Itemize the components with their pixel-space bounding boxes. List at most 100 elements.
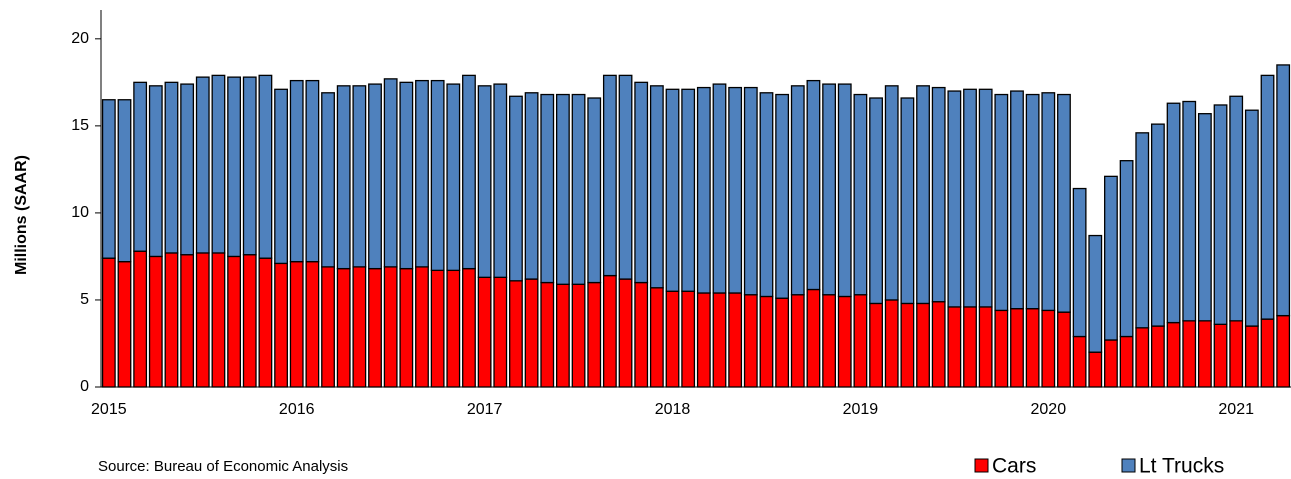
bar-segment (602, 274, 617, 388)
bar-segment (524, 92, 539, 280)
bar-segment (540, 93, 555, 284)
bar-segment (1104, 339, 1118, 388)
bar-segment (618, 74, 633, 280)
bar-segment (1010, 308, 1024, 388)
legend-label: Lt Trucks (1139, 455, 1224, 478)
bar-segment (477, 85, 492, 278)
legend-swatch (974, 458, 989, 473)
bar-segment (931, 301, 946, 388)
bar-segment (696, 292, 711, 388)
bar-segment (853, 93, 868, 296)
bar-segment (1182, 100, 1197, 322)
bar-segment (618, 278, 633, 388)
bar-segment (1150, 325, 1165, 388)
bar-segment (352, 85, 367, 268)
bar-segment (289, 79, 304, 263)
bar-segment (743, 86, 758, 296)
bar-segment (916, 302, 930, 388)
bar-segment (963, 88, 977, 308)
bar-segment (1025, 93, 1040, 310)
bar-segment (1010, 90, 1024, 310)
bar-segment (1119, 160, 1134, 338)
bar-segment (164, 252, 179, 388)
bar-segment (822, 294, 837, 388)
x-tick-label: 2020 (1031, 401, 1067, 418)
bar-segment (336, 85, 351, 270)
y-tick-label: 20 (71, 30, 89, 47)
bar-segment (258, 74, 273, 259)
bar-segment (947, 306, 962, 388)
bar-segment (743, 294, 758, 388)
bar-segment (1166, 321, 1181, 388)
bar-segment (368, 83, 382, 270)
bar-segment (195, 252, 210, 388)
bar-segment (790, 294, 805, 388)
bar-segment (555, 93, 570, 285)
bar-segment (916, 85, 930, 305)
bar-segment (1276, 314, 1291, 388)
source-note: Source: Bureau of Economic Analysis (98, 458, 348, 475)
bar-segment (1041, 309, 1056, 388)
bar-segment (195, 76, 210, 254)
bar-segment (1213, 323, 1228, 388)
bar-segment (1197, 113, 1212, 322)
bar-segment (853, 294, 868, 388)
bar-segment (696, 86, 711, 294)
bar-segment (978, 88, 993, 308)
bar-segment (415, 266, 429, 388)
bar-segment (681, 88, 696, 292)
bar-segment (430, 79, 445, 272)
bar-segment (462, 267, 476, 388)
bar-segment (649, 85, 664, 289)
bar-segment (133, 250, 148, 388)
bar-segment (884, 299, 899, 388)
y-tick-label: 15 (71, 117, 89, 134)
bar-segment (211, 252, 226, 388)
bar-segment (571, 93, 586, 285)
bar-segment (274, 262, 288, 388)
bar-segment (305, 79, 320, 263)
bar-segment (1182, 320, 1197, 388)
bar-segment (963, 306, 977, 388)
legend-label: Cars (992, 455, 1036, 478)
bar-segment (900, 302, 915, 388)
bar-segment (1197, 320, 1212, 388)
bar-segment (649, 287, 664, 388)
bar-segment (446, 83, 461, 272)
bar-segment (524, 278, 539, 388)
bar-segment (242, 254, 257, 388)
bar-segment (1135, 132, 1150, 329)
x-tick-label: 2021 (1218, 401, 1254, 418)
bar-segment (305, 261, 320, 388)
bar-segment (931, 86, 946, 303)
bar-segment (1260, 74, 1275, 320)
bar-segment (509, 95, 523, 282)
bar-segment (869, 302, 883, 388)
bar-segment (462, 74, 476, 270)
bar-segment (571, 283, 586, 388)
bar-segment (211, 74, 226, 254)
bar-segment (164, 81, 179, 254)
bar-segment (399, 267, 414, 388)
bar-segment (775, 93, 790, 299)
bar-segment (790, 85, 805, 296)
bar-segment (712, 292, 727, 388)
bar-segment (101, 99, 116, 259)
bar-segment (227, 255, 242, 388)
bar-segment (822, 83, 837, 296)
bar-segment (383, 266, 398, 388)
bar-segment (884, 85, 899, 301)
bar-segment (587, 97, 602, 284)
x-tick-label: 2017 (467, 401, 503, 418)
bar-segment (399, 81, 414, 270)
bar-segment (336, 267, 351, 388)
bar-segment (1244, 109, 1259, 327)
bar-segment (1119, 335, 1134, 388)
bar-segment (869, 97, 883, 305)
bar-segment (728, 292, 743, 388)
bar-segment (555, 283, 570, 388)
bar-segment (180, 254, 195, 388)
bar-segment (383, 78, 398, 268)
bar-segment (602, 74, 617, 277)
